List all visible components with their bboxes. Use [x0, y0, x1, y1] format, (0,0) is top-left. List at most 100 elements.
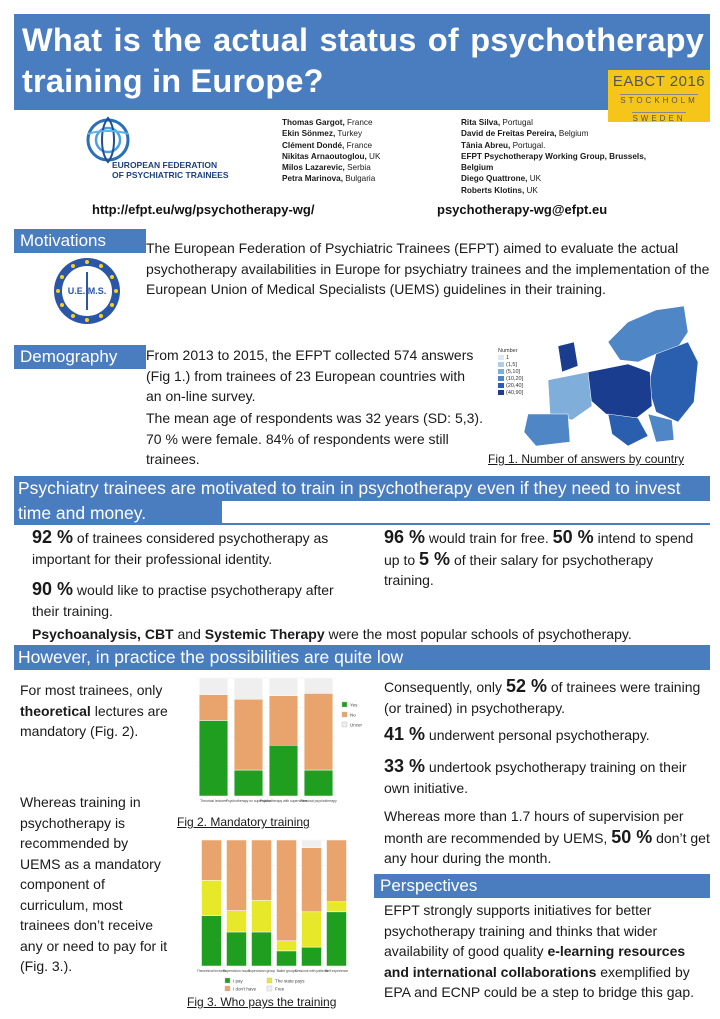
conference-country: SWEDEN	[632, 112, 686, 123]
fig1-caption: Fig 1. Number of answers by country	[488, 452, 685, 466]
x-tick-label: Self experience	[325, 969, 348, 973]
efpt-logo: EUROPEAN FEDERATION OF PSYCHIATRIC TRAIN…	[72, 114, 242, 186]
region-south	[607, 413, 649, 447]
map-legend-title: Number	[498, 348, 518, 354]
motivations-text: The European Federation of Psychiatric T…	[146, 240, 710, 297]
x-tick-label: Psychotherapy no supervision	[226, 799, 271, 803]
bar-uncertain	[303, 677, 334, 694]
bar-i-don-t-have	[301, 847, 322, 913]
map-legend-swatch	[498, 369, 504, 375]
map-legend-label: (5,10]	[506, 369, 521, 375]
map-legend: 1 (1,5] (5,10] (10,20] (20,40] (40,90]	[498, 355, 523, 397]
legend-label: I pay	[233, 979, 244, 984]
conference-name: EABCT 2016	[612, 73, 706, 90]
motivation-banner-text: Psychiatry trainees are motivated to tra…	[18, 478, 681, 523]
bar-the-state-pays	[301, 911, 322, 948]
stat-90: 90 % would like to practise psychotherap…	[32, 579, 334, 619]
logo-line1: EUROPEAN FEDERATION	[112, 160, 218, 170]
banner-notch	[222, 501, 710, 523]
bar-free	[301, 839, 322, 848]
authors-left: Thomas Gargot, France Ekin Sönmez, Turke…	[282, 118, 381, 184]
bar-uncertain	[198, 677, 229, 695]
bar-uncertain	[233, 677, 264, 700]
bar-i-pay	[251, 931, 272, 967]
bar-i-don-t-have	[276, 839, 297, 942]
left-p1: For most trainees, only theoretical lect…	[20, 682, 168, 739]
legend-label: Yes	[350, 703, 358, 708]
bar-yes	[303, 769, 334, 797]
legend-swatch	[341, 721, 348, 728]
map-legend-item: (10,20]	[498, 376, 523, 383]
demography-heading: Demography	[14, 345, 146, 369]
authors-right: Rita Silva, Portugal David de Freitas Pe…	[461, 118, 647, 195]
bar-yes	[233, 769, 264, 797]
title-bar	[14, 14, 710, 110]
europe-map-svg	[523, 305, 699, 447]
legend-label: No	[350, 713, 356, 718]
region-greece	[647, 413, 675, 443]
x-tick-label: Balint groups	[277, 969, 297, 973]
uems-logo-text: U.E. M.S.	[67, 286, 107, 296]
fig2-caption: Fig 2. Mandatory training	[177, 815, 310, 829]
page-title: What is the actual status of psychothera…	[22, 22, 704, 99]
demography-p2: The mean age of respondents was 32 years…	[146, 410, 483, 467]
demography-p1: From 2013 to 2015, the EFPT collected 57…	[146, 347, 474, 404]
bar-the-state-pays	[226, 910, 247, 933]
bar-i-don-t-have	[226, 839, 247, 911]
region-central	[587, 363, 653, 421]
fig2-chart: Theorical lectures Psychotherapy no super…	[196, 677, 362, 803]
legend-swatch	[341, 701, 348, 708]
bar-i-don-t-have	[201, 839, 222, 881]
logo-line2: OF PSYCHIATRIC TRAINEES	[112, 170, 229, 180]
map-legend-swatch	[498, 362, 504, 368]
x-tick-label: Sessions with patients	[295, 969, 329, 973]
fig3-caption: Fig 3. Who pays the training	[187, 995, 337, 1009]
x-tick-label: Personal psychotherapy	[300, 799, 337, 803]
right-p2: 41 % underwent personal psychotherapy.	[384, 724, 650, 744]
bar-uncertain	[268, 677, 299, 696]
legend-swatch	[341, 711, 348, 718]
bar-i-don-t-have	[251, 839, 272, 901]
map-legend-label: (1,5]	[506, 362, 518, 368]
bar-the-state-pays	[326, 901, 347, 913]
map-legend-item: (1,5]	[498, 362, 523, 369]
bar-no	[268, 695, 299, 746]
map-legend-swatch	[498, 390, 504, 396]
conference-badge: EABCT 2016 STOCKHOLM SWEDEN	[608, 70, 710, 123]
map-legend-swatch	[498, 355, 504, 361]
bar-the-state-pays	[251, 900, 272, 933]
map-legend-item: (20,40]	[498, 383, 523, 390]
legend-label: Free	[275, 987, 285, 992]
stat-96: 96 % would train for free. 50 % intend t…	[384, 527, 694, 588]
region-uk	[557, 341, 579, 373]
x-tick-label: Theorical lectures	[200, 799, 227, 803]
map-legend-label: (10,20]	[506, 376, 524, 382]
left-p2: Whereas training in psychotherapy is rec…	[20, 794, 168, 974]
bar-the-state-pays	[201, 880, 222, 916]
bar-no	[198, 694, 229, 721]
region-west	[547, 371, 593, 421]
map-legend-label: (40,90]	[506, 390, 524, 396]
x-tick-label: Supervision group	[248, 969, 275, 973]
right-p3: 33 % undertook psychotherapy training on…	[384, 756, 687, 796]
efpt-logo-icon	[86, 116, 130, 164]
conference-city: STOCKHOLM	[620, 94, 698, 105]
legend-swatch	[224, 977, 231, 984]
perspectives-text: EFPT strongly supports initiatives for b…	[384, 902, 695, 1000]
right-p1: Consequently, only 52 % of trainees were…	[384, 676, 701, 716]
perspectives-heading: Perspectives	[374, 874, 710, 898]
email-link[interactable]: psychotherapy-wg@efpt.eu	[437, 202, 608, 217]
x-tick-label: Theoretical lectures	[197, 969, 227, 973]
website-link[interactable]: http://efpt.eu/wg/psychotherapy-wg/	[92, 202, 315, 217]
map-legend-item: 1	[498, 355, 523, 362]
x-tick-label: Supervision hours	[223, 969, 250, 973]
bar-i-don-t-have	[326, 839, 347, 902]
bar-i-pay	[326, 911, 347, 967]
legend-label: The state pays	[275, 979, 305, 984]
bar-yes	[198, 720, 229, 797]
stat-92: 92 % of trainees considered psychotherap…	[32, 527, 329, 567]
uems-logo: U.E. M.S.	[52, 256, 122, 326]
region-iberia	[523, 413, 571, 447]
legend-label: Uncertain	[350, 723, 362, 728]
